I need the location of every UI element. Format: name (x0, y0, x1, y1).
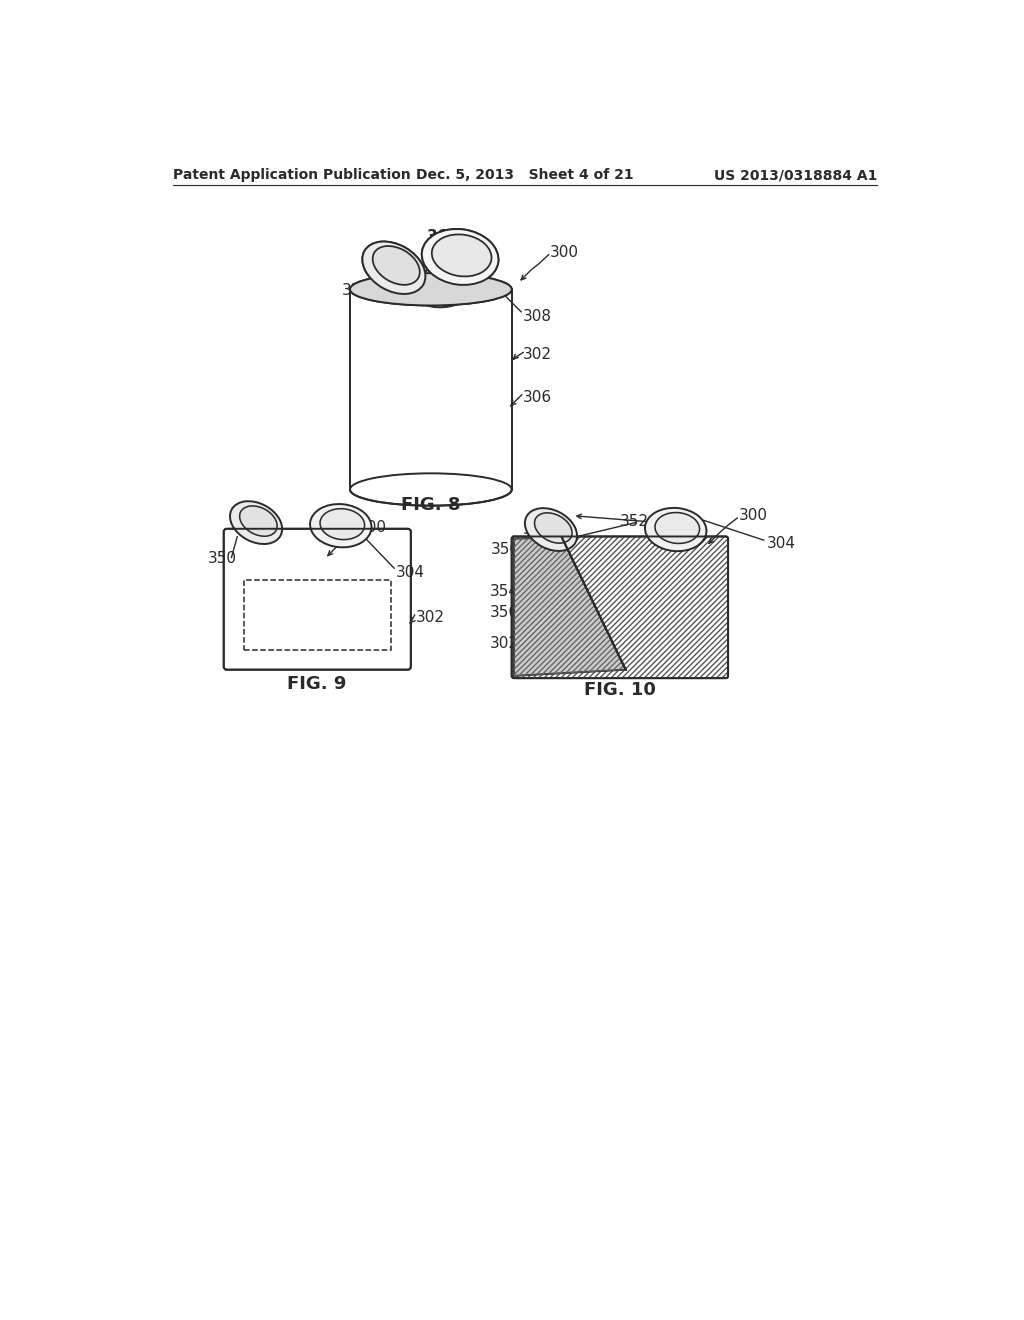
Ellipse shape (432, 235, 492, 276)
Text: US 2013/0318884 A1: US 2013/0318884 A1 (714, 169, 878, 182)
Text: 308: 308 (523, 309, 552, 323)
Text: 300: 300 (550, 244, 580, 260)
Ellipse shape (413, 264, 479, 308)
Ellipse shape (230, 502, 283, 544)
Text: 306: 306 (523, 389, 552, 405)
Text: 302: 302 (416, 610, 444, 624)
FancyBboxPatch shape (223, 529, 411, 669)
Ellipse shape (362, 242, 425, 294)
Text: 352: 352 (620, 515, 648, 529)
Text: 300: 300 (739, 508, 768, 523)
Text: 304: 304 (396, 565, 425, 581)
Text: FIG. 10: FIG. 10 (584, 681, 655, 698)
Ellipse shape (321, 508, 365, 540)
Text: 300: 300 (357, 520, 387, 536)
Text: Dec. 5, 2013   Sheet 4 of 21: Dec. 5, 2013 Sheet 4 of 21 (416, 169, 634, 182)
Text: 350: 350 (208, 552, 237, 566)
Text: 302: 302 (523, 347, 552, 362)
Ellipse shape (422, 228, 499, 285)
Ellipse shape (240, 506, 278, 536)
Text: FIG. 8: FIG. 8 (401, 496, 461, 513)
Text: 356: 356 (489, 605, 518, 620)
Text: 302: 302 (489, 636, 518, 651)
Text: 304: 304 (767, 536, 796, 550)
Polygon shape (514, 537, 626, 676)
Ellipse shape (350, 273, 512, 305)
Text: FIG. 9: FIG. 9 (287, 675, 346, 693)
Ellipse shape (535, 513, 572, 543)
Ellipse shape (373, 246, 420, 285)
Ellipse shape (350, 273, 512, 305)
Ellipse shape (655, 512, 699, 544)
Text: Patent Application Publication: Patent Application Publication (173, 169, 411, 182)
Text: 304: 304 (427, 230, 459, 244)
Ellipse shape (525, 508, 578, 550)
Text: 310: 310 (670, 515, 698, 529)
Ellipse shape (362, 242, 425, 294)
Ellipse shape (432, 235, 492, 276)
Ellipse shape (645, 508, 707, 552)
Bar (226, 532, 408, 536)
Text: 350: 350 (342, 284, 372, 298)
Text: 350: 350 (490, 543, 520, 557)
Ellipse shape (373, 246, 420, 285)
Bar (244, 581, 391, 649)
Ellipse shape (310, 504, 372, 548)
Ellipse shape (350, 474, 512, 506)
FancyBboxPatch shape (512, 536, 728, 678)
Ellipse shape (422, 228, 499, 285)
Text: 312: 312 (523, 521, 552, 537)
Text: 354: 354 (489, 583, 518, 599)
